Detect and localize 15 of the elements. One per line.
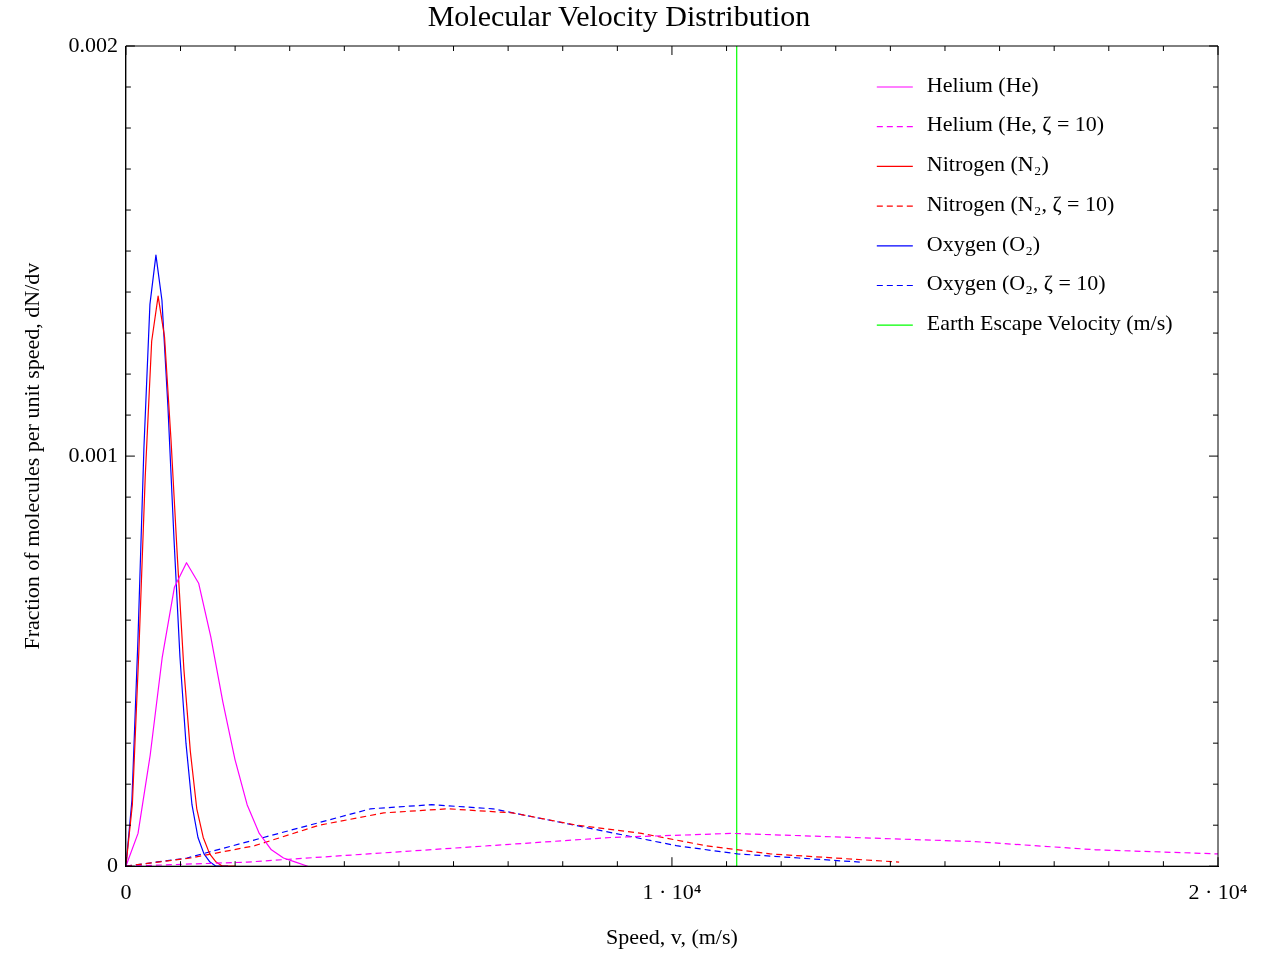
y-tick-label: 0 [106, 851, 118, 877]
x-tick-label: 2 · 10⁴ [1188, 879, 1248, 905]
y-tick-label: 0.001 [68, 441, 118, 467]
y-tick-label: 0.002 [68, 31, 118, 57]
chart-title: Molecular Velocity Distribution [427, 0, 811, 32]
legend-label: Helium (He, ζ = 10) [926, 111, 1105, 137]
legend-label: Nitrogen (N₂) [926, 151, 1049, 177]
legend-label: Nitrogen (N₂, ζ = 10) [926, 190, 1115, 216]
x-axis-title: Speed, v, (m/s) [606, 923, 738, 949]
x-tick-label: 1 · 10⁴ [642, 879, 702, 905]
legend-label: Oxygen (O₂, ζ = 10) [926, 270, 1106, 296]
y-axis-title: Fraction of molecules per unit speed, dN/dv [18, 262, 44, 650]
legend-label: Helium (He) [926, 71, 1039, 97]
legend-label: Oxygen (O₂) [926, 230, 1041, 256]
legend-label: Earth Escape Velocity (m/s) [926, 309, 1173, 335]
